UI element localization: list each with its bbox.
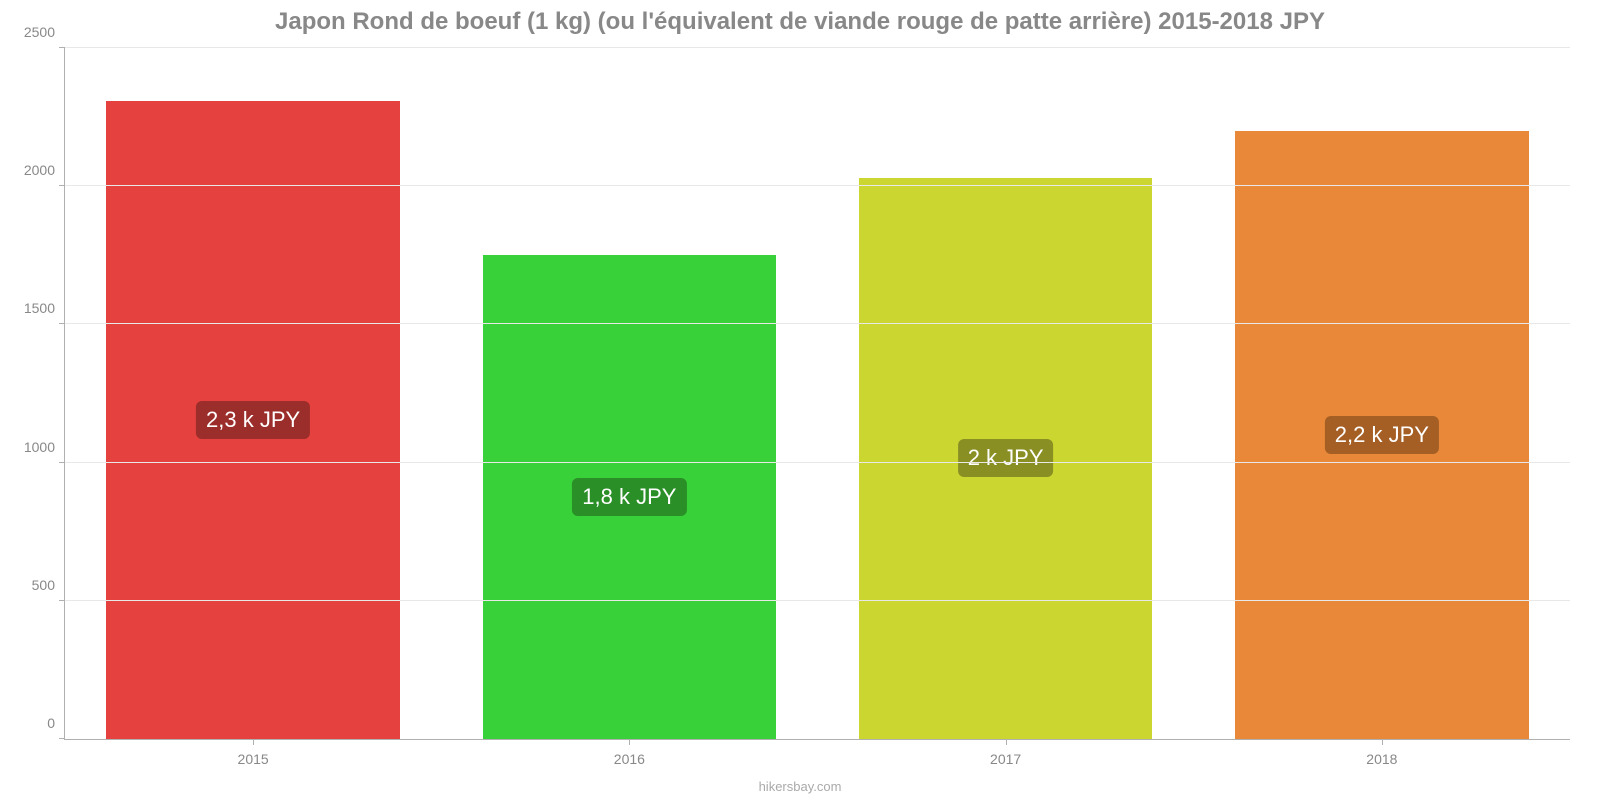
bars-row: 2,3 k JPY 1,8 k JPY 2 k JPY 2,2 k JPY — [65, 48, 1570, 739]
bar: 2,2 k JPY — [1235, 131, 1528, 739]
gridline — [65, 47, 1570, 48]
y-tick-mark — [59, 600, 65, 601]
x-tick-label: 2018 — [1366, 739, 1397, 767]
y-tick-label: 2500 — [24, 24, 65, 40]
bar-value-label: 2 k JPY — [958, 439, 1054, 477]
y-tick-mark — [59, 47, 65, 48]
y-tick-mark — [59, 462, 65, 463]
y-tick-label: 0 — [47, 715, 65, 731]
chart-title: Japon Rond de boeuf (1 kg) (ou l'équival… — [0, 0, 1600, 40]
y-tick-mark — [59, 323, 65, 324]
bar-value-label: 2,2 k JPY — [1325, 416, 1439, 454]
bar: 1,8 k JPY — [483, 255, 776, 739]
y-tick-label: 1500 — [24, 300, 65, 316]
y-tick-label: 500 — [32, 577, 65, 593]
gridline — [65, 185, 1570, 186]
y-tick-mark — [59, 185, 65, 186]
x-tick-label: 2015 — [238, 739, 269, 767]
attribution: hikersbay.com — [0, 779, 1600, 794]
bar: 2 k JPY — [859, 178, 1152, 739]
x-tick-label: 2016 — [614, 739, 645, 767]
gridline — [65, 600, 1570, 601]
x-tick-label: 2017 — [990, 739, 1021, 767]
gridline — [65, 462, 1570, 463]
bar-value-label: 1,8 k JPY — [572, 478, 686, 516]
y-tick-mark — [59, 738, 65, 739]
y-tick-label: 1000 — [24, 439, 65, 455]
y-tick-label: 2000 — [24, 162, 65, 178]
bar: 2,3 k JPY — [106, 101, 399, 739]
gridline — [65, 323, 1570, 324]
chart-container: Japon Rond de boeuf (1 kg) (ou l'équival… — [0, 0, 1600, 800]
bar-value-label: 2,3 k JPY — [196, 401, 310, 439]
plot-area: 2,3 k JPY1,8 k JPY2 k JPY2,2 k JPY 05001… — [64, 48, 1570, 740]
